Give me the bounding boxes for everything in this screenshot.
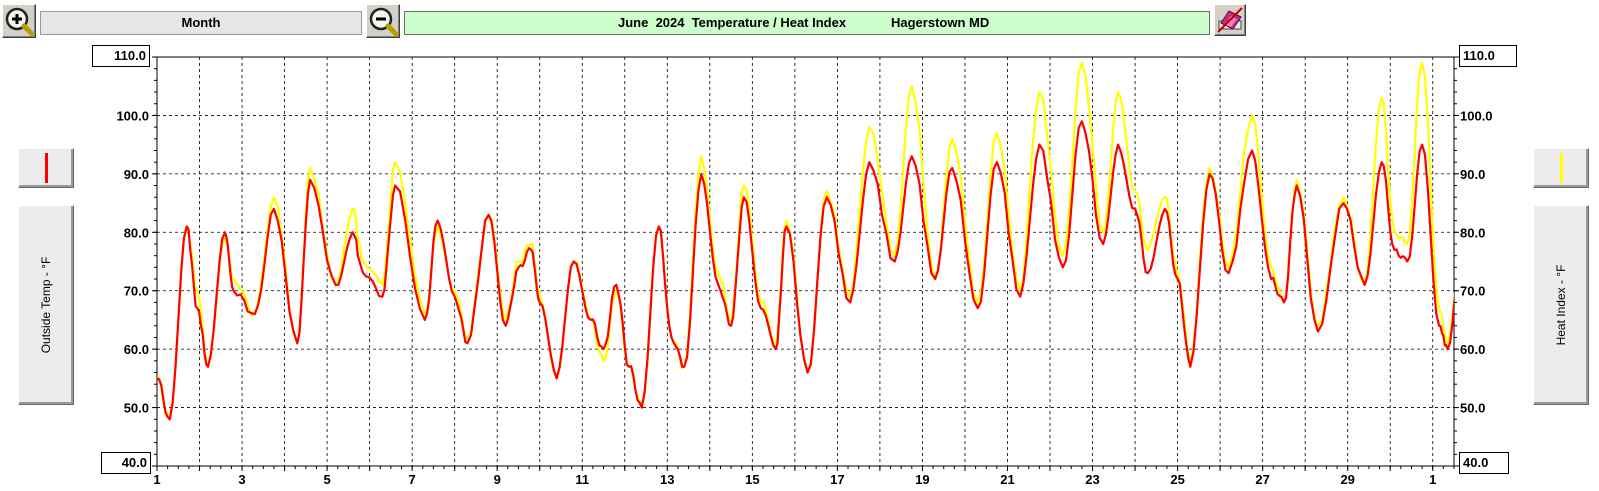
- x-tick-label: 29: [1340, 472, 1354, 487]
- x-tick-label: 1: [1429, 472, 1436, 487]
- y-tick-label-right: 70.0: [1460, 284, 1485, 299]
- left-series-color-button[interactable]: [18, 148, 74, 188]
- left-series-swatch: [45, 153, 48, 183]
- x-tick-label: 13: [660, 472, 674, 487]
- y-tick-label-right: 50.0: [1460, 401, 1485, 416]
- zoom-out-icon: [369, 7, 399, 37]
- x-tick-label: 27: [1255, 472, 1269, 487]
- left-axis-min-input[interactable]: 40.0: [101, 452, 151, 474]
- series-lines: [157, 61, 1454, 421]
- x-tick-label: 9: [494, 472, 501, 487]
- heat-index-series-line: [157, 61, 1454, 421]
- zoom-out-button[interactable]: [366, 4, 400, 38]
- x-tick-label: 5: [323, 472, 330, 487]
- y-tick-label-right: 80.0: [1460, 225, 1485, 240]
- y-tick-label-left: 100.0: [116, 108, 149, 123]
- outside-temp-series-line: [157, 120, 1454, 421]
- plot-frame: [156, 56, 1455, 467]
- right-axis-max-input[interactable]: 110.0: [1459, 45, 1517, 67]
- x-tick-label: 3: [238, 472, 245, 487]
- right-series-swatch: [1560, 153, 1563, 183]
- zoom-in-icon: [5, 7, 35, 37]
- print-icon: [1217, 7, 1243, 33]
- axis-ticks: 50.0 50.0 60.0 60.0 70.0 70.0 80.0 80.0 90.0 90.0…: [116, 56, 1493, 487]
- location-label: Hagerstown MD: [891, 15, 990, 30]
- x-tick-label: 7: [409, 472, 416, 487]
- x-tick-label: 21: [1000, 472, 1014, 487]
- y-tick-label-left: 80.0: [124, 225, 149, 240]
- y-tick-label-right: 60.0: [1460, 342, 1485, 357]
- right-axis-button[interactable]: Heat Index - °F: [1533, 205, 1589, 405]
- zoom-in-button[interactable]: [2, 4, 36, 38]
- x-tick-label: 25: [1170, 472, 1184, 487]
- chart-title-bar: June 2024 Temperature / Heat Index Hager…: [404, 11, 1210, 35]
- right-series-color-button[interactable]: [1533, 148, 1589, 188]
- x-tick-label: 17: [830, 472, 844, 487]
- y-tick-label-left: 50.0: [124, 401, 149, 416]
- right-axis-min-input[interactable]: 40.0: [1459, 452, 1509, 474]
- y-tick-label-left: 90.0: [124, 167, 149, 182]
- x-tick-label: 1: [153, 472, 160, 487]
- chart-title: June 2024 Temperature / Heat Index: [618, 15, 847, 30]
- print-button[interactable]: [1214, 4, 1246, 36]
- y-tick-label-left: 70.0: [124, 284, 149, 299]
- grid-lines: [157, 57, 1454, 466]
- left-axis-button[interactable]: Outside Temp - °F: [18, 205, 74, 405]
- y-tick-label-left: 60.0: [124, 342, 149, 357]
- x-tick-label: 19: [915, 472, 929, 487]
- x-tick-label: 15: [745, 472, 759, 487]
- y-tick-label-right: 100.0: [1460, 108, 1493, 123]
- x-tick-label: 23: [1085, 472, 1099, 487]
- x-tick-label: 11: [575, 472, 589, 487]
- period-selector[interactable]: Month: [40, 11, 362, 35]
- y-tick-label-right: 90.0: [1460, 167, 1485, 182]
- left-axis-max-input[interactable]: 110.0: [92, 45, 150, 67]
